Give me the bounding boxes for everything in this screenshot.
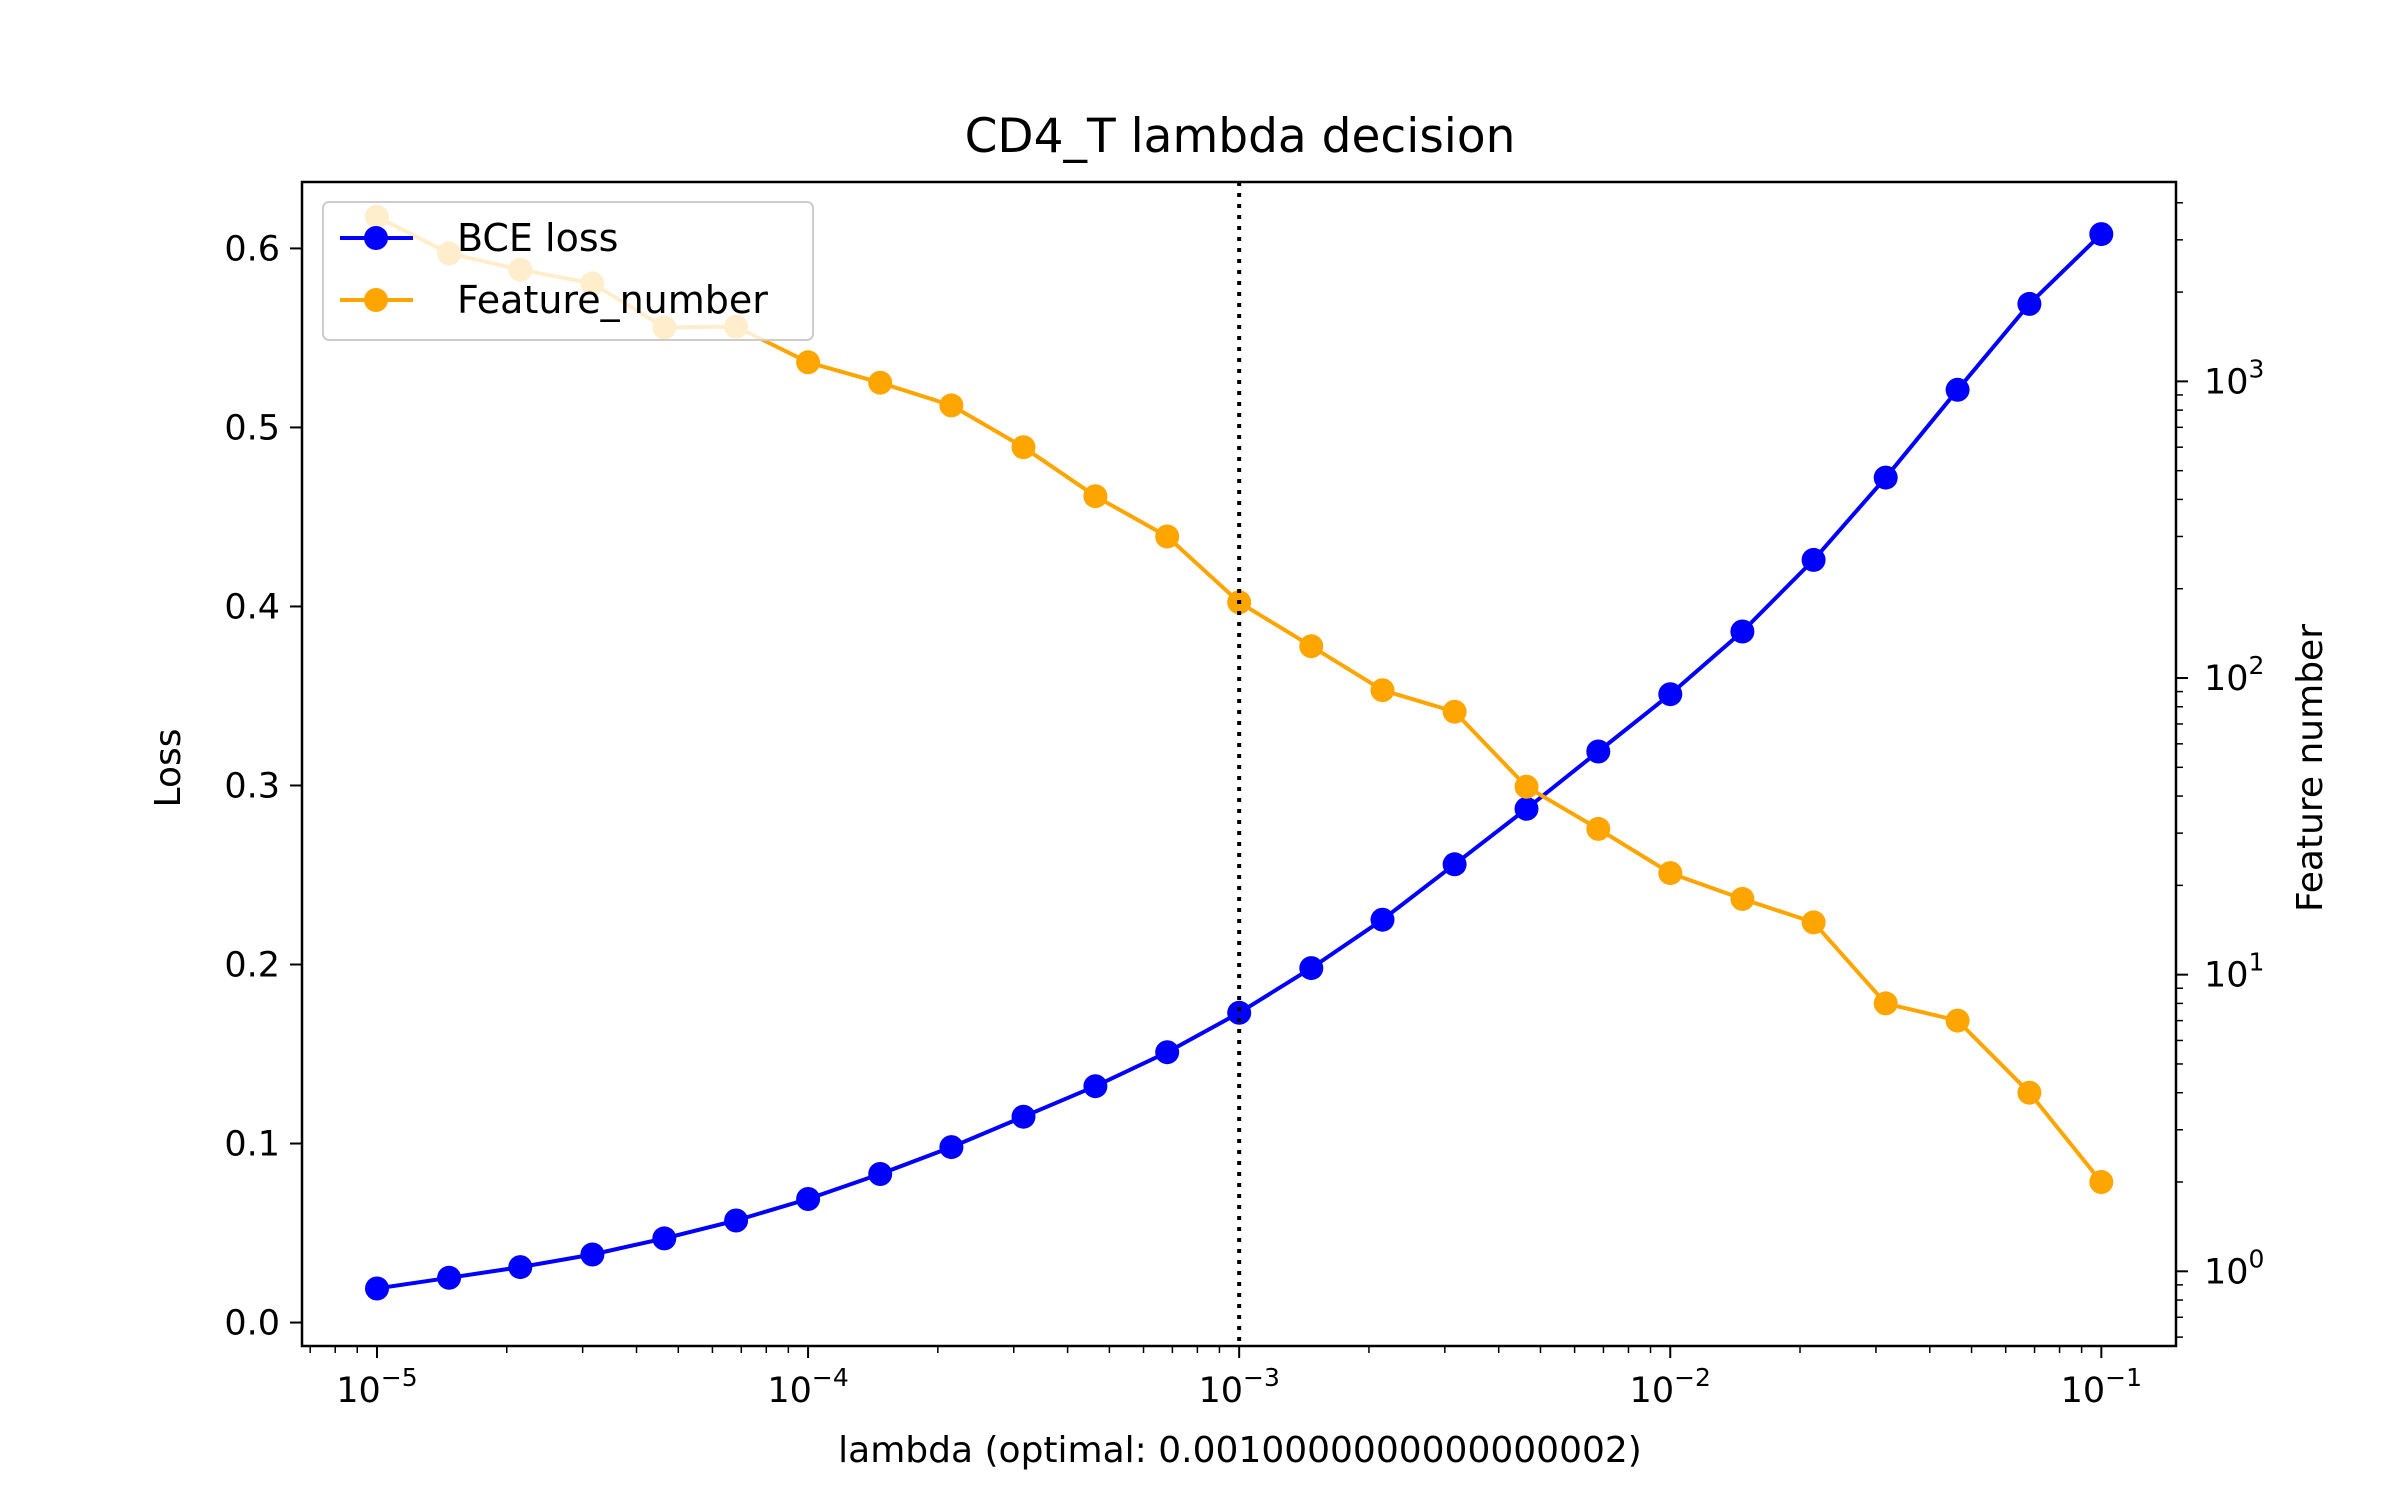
data-point-feature-number xyxy=(1011,435,1036,460)
data-point-bce-loss xyxy=(580,1242,605,1267)
x-tick-label: 10−2 xyxy=(1630,1363,1711,1411)
data-point-bce-loss xyxy=(365,1276,389,1301)
data-point-bce-loss xyxy=(1299,956,1324,981)
data-point-bce-loss xyxy=(437,1265,462,1290)
x-tick-label: 10−1 xyxy=(2061,1363,2142,1411)
data-point-bce-loss xyxy=(1011,1104,1036,1129)
data-point-feature-number xyxy=(2089,1170,2114,1194)
data-point-bce-loss xyxy=(2089,222,2114,247)
data-point-bce-loss xyxy=(1873,465,1898,490)
data-point-bce-loss xyxy=(724,1208,749,1233)
left-y-tick-label: 0.4 xyxy=(224,587,280,627)
left-y-axis-label: Loss xyxy=(148,729,189,808)
data-point-bce-loss xyxy=(796,1187,821,1211)
legend-label-bce-loss: BCE loss xyxy=(457,216,618,260)
x-tick-label: 10−4 xyxy=(767,1363,848,1411)
data-point-bce-loss xyxy=(1227,1000,1252,1025)
legend-marker-feature-number xyxy=(364,288,388,312)
left-y-tick-label: 0.6 xyxy=(224,229,280,269)
data-point-feature-number xyxy=(939,393,964,418)
right-y-tick-label: 102 xyxy=(2204,651,2264,699)
left-y-tick-label: 0.3 xyxy=(224,766,280,806)
data-point-feature-number xyxy=(1801,910,1826,935)
data-point-bce-loss xyxy=(1155,1040,1180,1065)
data-point-feature-number xyxy=(1873,991,1898,1016)
data-point-feature-number xyxy=(1442,699,1467,724)
data-point-feature-number xyxy=(1514,774,1539,799)
data-point-bce-loss xyxy=(508,1255,533,1280)
right-y-tick-label: 101 xyxy=(2204,948,2264,996)
data-point-feature-number xyxy=(1370,678,1395,703)
legend-label-feature-number: Feature_number xyxy=(457,278,768,322)
data-point-feature-number xyxy=(868,370,893,395)
right-y-axis-label: Feature number xyxy=(2290,624,2331,912)
right-y-axis-ticks: 100 101 102 103 xyxy=(2176,202,2264,1338)
data-point-bce-loss xyxy=(1514,796,1539,821)
data-point-feature-number xyxy=(1586,816,1611,841)
left-y-tick-label: 0.1 xyxy=(224,1125,280,1165)
x-tick-label: 10−5 xyxy=(336,1363,417,1411)
data-point-feature-number xyxy=(796,350,821,375)
left-y-axis-ticks: 0.0 0.1 0.2 0.3 0.4 0.5 0.6 xyxy=(224,229,302,1344)
data-point-bce-loss xyxy=(868,1162,893,1186)
left-y-tick-label: 0.0 xyxy=(224,1304,280,1344)
data-point-bce-loss xyxy=(1730,619,1755,644)
left-y-tick-label: 0.2 xyxy=(224,946,280,986)
x-axis-label: lambda (optimal: 0.0010000000000000002) xyxy=(838,1430,1642,1471)
data-point-bce-loss xyxy=(1801,547,1826,572)
data-point-bce-loss xyxy=(1586,739,1611,764)
data-point-feature-number xyxy=(1658,861,1683,886)
axes-frame xyxy=(300,180,2178,1348)
data-point-bce-loss xyxy=(939,1135,964,1160)
data-point-bce-loss xyxy=(1442,852,1467,877)
chart-title: CD4_T lambda decision xyxy=(965,109,1516,164)
data-point-feature-number xyxy=(1945,1008,1970,1033)
x-axis-ticks: 10−5 10−4 10−3 10−2 10−1 xyxy=(309,1346,2142,1411)
x-tick-label: 10−3 xyxy=(1198,1363,1279,1411)
data-point-bce-loss xyxy=(652,1226,677,1251)
right-y-tick-label: 103 xyxy=(2204,354,2264,402)
plot-area xyxy=(365,182,2114,1346)
data-point-bce-loss xyxy=(1658,682,1683,707)
left-y-tick-label: 0.5 xyxy=(224,408,280,448)
data-point-feature-number xyxy=(1155,524,1180,549)
data-point-feature-number xyxy=(2017,1080,2042,1105)
data-point-bce-loss xyxy=(1945,377,1970,402)
data-point-feature-number xyxy=(1083,484,1108,509)
legend: BCE loss Feature_number xyxy=(322,201,814,341)
data-point-bce-loss xyxy=(2017,291,2042,316)
data-point-bce-loss xyxy=(1370,907,1395,932)
right-y-tick-label: 100 xyxy=(2204,1244,2264,1292)
legend-box xyxy=(322,201,814,341)
data-point-feature-number xyxy=(1730,886,1755,911)
legend-marker-bce-loss xyxy=(364,226,388,250)
data-point-bce-loss xyxy=(1083,1074,1108,1099)
data-point-feature-number xyxy=(1299,634,1324,659)
